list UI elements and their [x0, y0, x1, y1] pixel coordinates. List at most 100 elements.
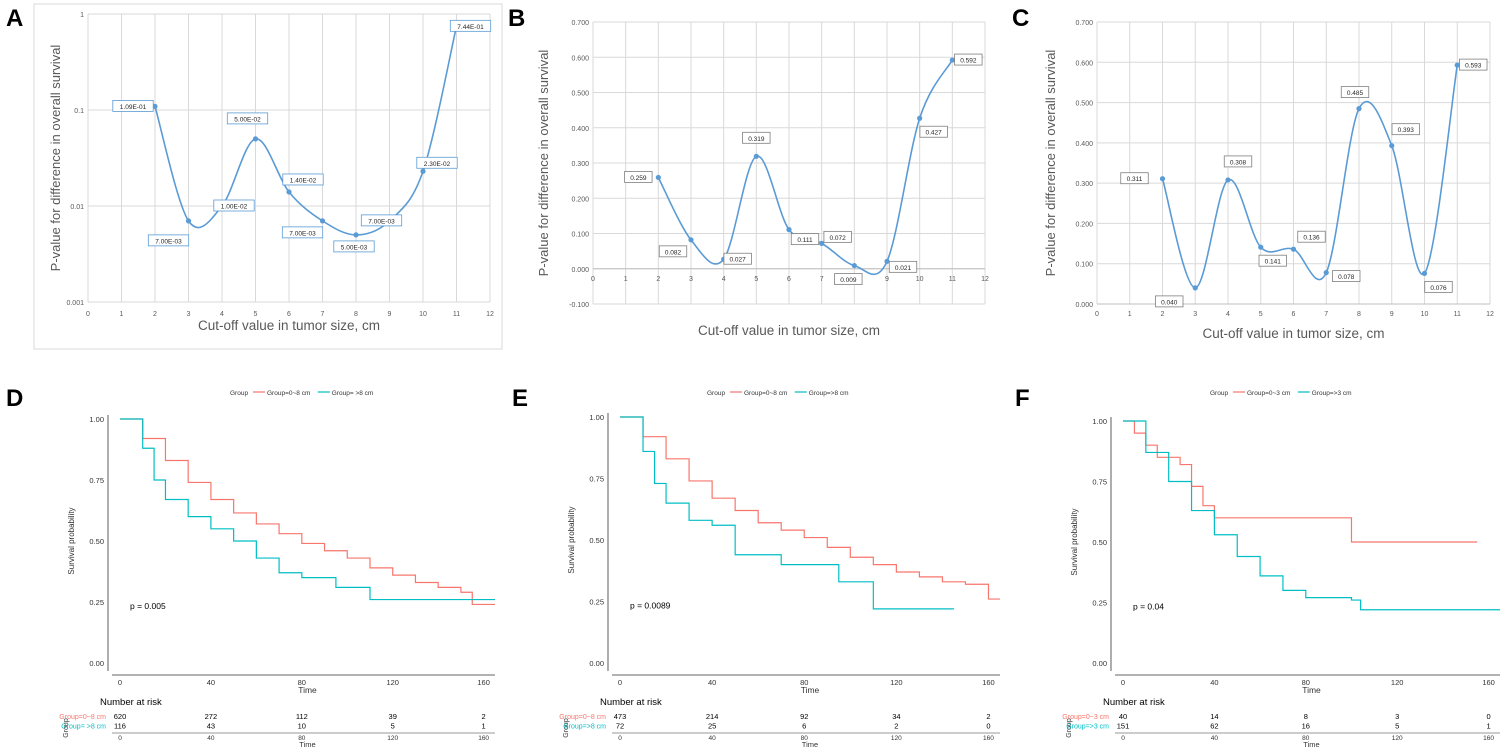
- risk-count: 1: [1486, 722, 1490, 731]
- data-point: [152, 103, 158, 110]
- x-tick-label: 12: [981, 276, 989, 283]
- data-label: 0.072: [830, 235, 847, 242]
- data-point: [1159, 176, 1166, 182]
- x-tick-label: 6: [287, 311, 291, 318]
- panel-label: E: [512, 385, 528, 412]
- risk-x-tick-label: 80: [1302, 735, 1310, 742]
- data-label-box: [213, 199, 255, 212]
- risk-count: 5: [391, 722, 395, 731]
- x-tick-label: 0: [1121, 678, 1125, 687]
- risk-row-label: Group= >8 cm: [61, 724, 106, 731]
- y-tick-label: 0.25: [589, 598, 604, 607]
- risk-row-label: Group=0~8 cm: [59, 714, 106, 721]
- risk-count: 16: [1302, 722, 1310, 731]
- legend-title: Group: [707, 390, 725, 397]
- y-tick-label: 0.50: [589, 536, 604, 545]
- y-tick-label: 0.50: [1092, 538, 1107, 547]
- risk-x-axis-title: Time: [299, 740, 315, 749]
- x-tick-label: 11: [949, 276, 956, 283]
- x-tick-label: 7: [321, 311, 325, 318]
- data-label: 0.308: [1230, 159, 1247, 166]
- data-label-box: [919, 125, 948, 138]
- y-tick-label: 1.00: [89, 415, 104, 424]
- x-tick-label: 4: [220, 311, 224, 318]
- data-point: [1192, 285, 1198, 291]
- data-label: 2.30E-02: [424, 161, 451, 168]
- risk-table-axis: Group: [563, 718, 570, 738]
- data-point: [1225, 177, 1231, 183]
- data-label: 0.319: [748, 136, 765, 143]
- x-tick-label: 7: [820, 276, 824, 283]
- data-point: [1323, 269, 1329, 276]
- y-tick-label: 0.400: [1075, 141, 1093, 148]
- risk-count: 116: [114, 722, 126, 731]
- y-tick-label: 0.50: [89, 537, 104, 546]
- data-point: [884, 258, 890, 264]
- series-line: [1161, 64, 1459, 289]
- risk-count: 6: [802, 722, 806, 731]
- y-tick-label: 0.100: [1075, 262, 1093, 269]
- x-tick-label: 120: [890, 678, 903, 687]
- km-curve: [120, 418, 495, 601]
- data-label-box: [1155, 295, 1184, 308]
- risk-count: 112: [296, 712, 308, 721]
- x-tick-label: 5: [754, 276, 758, 283]
- data-point: [655, 174, 661, 181]
- data-label: 0.393: [1398, 127, 1415, 134]
- risk-count: 10: [298, 722, 306, 731]
- risk-row-label: Group=0~3 cm: [1062, 714, 1109, 721]
- risk-count: 473: [614, 712, 627, 721]
- data-label: 0.078: [1338, 274, 1355, 281]
- x-tick-label: 80: [800, 678, 808, 687]
- data-label: 0.593: [1465, 63, 1482, 70]
- risk-count: 25: [708, 722, 716, 731]
- data-label: 1.40E-02: [290, 177, 317, 184]
- x-tick-label: 8: [1357, 311, 1361, 318]
- data-point: [252, 136, 259, 142]
- x-tick-label: 40: [207, 678, 215, 687]
- data-label: 5.00E-02: [234, 116, 261, 123]
- data-label: 7.00E-03: [155, 238, 182, 245]
- risk-count: 1: [482, 722, 486, 731]
- data-label: 7.00E-03: [368, 218, 395, 225]
- y-axis-title: P-value for difference in overall surviv…: [1043, 50, 1058, 277]
- legend-entry: Group=0~8 cm: [744, 390, 787, 397]
- y-tick-label: 0.25: [89, 598, 104, 607]
- risk-count: 0: [1486, 712, 1490, 721]
- panel-label: B: [508, 5, 525, 32]
- legend-title: Group: [1210, 390, 1228, 397]
- data-point: [753, 153, 759, 159]
- x-tick-label: 0: [86, 311, 90, 318]
- panel-b: 0123456789101112-0.1000.0000.1000.2000.3…: [508, 5, 989, 338]
- data-label-box: [360, 214, 403, 227]
- data-label-box: [281, 226, 324, 239]
- data-point: [917, 115, 923, 121]
- data-label: 0.076: [1430, 285, 1447, 292]
- data-label-box: [723, 252, 752, 265]
- data-label-box: [823, 230, 852, 243]
- data-label-box: [449, 19, 492, 32]
- y-tick-label: 0.700: [1075, 20, 1093, 27]
- risk-count: 0: [986, 722, 990, 731]
- risk-row-label: Group=>3 cm: [1066, 724, 1109, 731]
- risk-x-tick-label: 160: [1483, 735, 1494, 742]
- y-tick-label: 0.00: [89, 659, 104, 668]
- y-tick-label: 1: [80, 12, 84, 19]
- x-tick-label: 8: [354, 311, 358, 318]
- panel-label: C: [1012, 5, 1029, 32]
- y-tick-label: 0.200: [571, 196, 589, 203]
- risk-count: 2: [894, 722, 898, 731]
- data-point: [819, 240, 825, 246]
- data-point: [786, 227, 792, 233]
- data-point: [1454, 62, 1460, 68]
- risk-count: 620: [114, 712, 127, 721]
- x-tick-label: 4: [1226, 311, 1230, 318]
- data-label: 0.009: [840, 277, 857, 284]
- risk-row-label: Group=>8 cm: [563, 724, 606, 731]
- risk-count: 92: [800, 712, 808, 721]
- data-label-box: [147, 234, 190, 247]
- x-tick-label: 40: [1210, 678, 1218, 687]
- y-axis-title: P-value for difference in overall surviv…: [536, 50, 551, 277]
- risk-row-label: Group=0~8 cm: [559, 714, 606, 721]
- x-tick-label: 120: [386, 678, 399, 687]
